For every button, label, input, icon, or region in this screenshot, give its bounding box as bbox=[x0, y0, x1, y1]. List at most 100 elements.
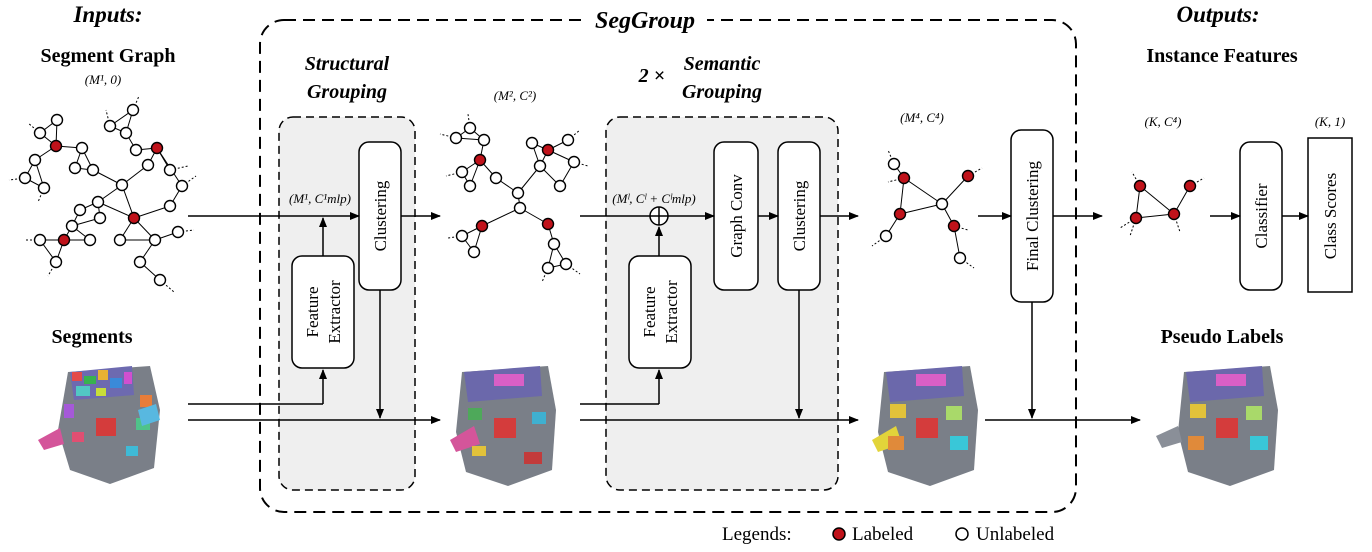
labeled-node bbox=[1183, 179, 1197, 193]
instance-graph bbox=[1119, 171, 1205, 237]
labeled-node bbox=[473, 153, 487, 167]
flow-arrows bbox=[188, 212, 1309, 424]
unlabeled-node bbox=[175, 179, 189, 193]
unlabeled-node bbox=[68, 161, 82, 175]
feature-extractor-box-1 bbox=[291, 255, 355, 369]
unlabeled-node bbox=[33, 233, 47, 247]
labeled-node bbox=[150, 141, 164, 155]
labeled-node bbox=[1167, 207, 1181, 221]
graph-edge bbox=[1139, 185, 1175, 215]
segment-graph-label: Segment Graph bbox=[41, 45, 176, 67]
unlabeled-node bbox=[50, 113, 64, 127]
unlabeled-node bbox=[953, 251, 967, 265]
unlabeled-node bbox=[129, 143, 143, 157]
unlabeled-node bbox=[75, 141, 89, 155]
unlabeled-node bbox=[103, 119, 117, 133]
legend-unlabeled-marker bbox=[955, 527, 969, 541]
feature-extractor-1-line1: Feature bbox=[303, 287, 322, 338]
label-m4-c4: (M⁴, C⁴) bbox=[900, 110, 944, 125]
label-m2-c2: (M², C²) bbox=[494, 88, 536, 103]
graph-edge-stub bbox=[37, 187, 45, 203]
unlabeled-node bbox=[449, 131, 463, 145]
segments-label: Segments bbox=[51, 326, 132, 348]
graph-edge-stub bbox=[953, 225, 969, 231]
graph-edge-stub bbox=[132, 95, 140, 111]
unlabeled-node bbox=[463, 179, 477, 193]
feature-extractor-1-line2: Extractor bbox=[325, 280, 344, 344]
unlabeled-node bbox=[93, 211, 107, 225]
semantic-title-line2: Grouping bbox=[682, 81, 762, 103]
labeled-node bbox=[541, 217, 555, 231]
unlabeled-node bbox=[133, 255, 147, 269]
graph-edge-stub bbox=[967, 167, 983, 177]
unlabeled-node bbox=[91, 195, 105, 209]
unlabeled-node bbox=[511, 186, 525, 200]
unlabeled-node bbox=[65, 219, 79, 233]
unlabeled-node bbox=[153, 273, 167, 287]
feature-extractor-2-line2: Extractor bbox=[662, 280, 681, 344]
legend-labeled-marker bbox=[832, 527, 846, 541]
semantic-scene bbox=[872, 366, 978, 486]
labeled-node bbox=[1133, 179, 1147, 193]
semantic-prefix: 2 × bbox=[638, 65, 665, 87]
label-ml-cl: (Mˡ, Cˡ + Cˡmlp) bbox=[612, 191, 695, 206]
unlabeled-node bbox=[86, 163, 100, 177]
labeled-node bbox=[127, 211, 141, 225]
graph-edge-stub bbox=[1131, 171, 1141, 187]
unlabeled-node bbox=[525, 136, 539, 150]
graph-edge-stub bbox=[169, 165, 189, 171]
unlabeled-node bbox=[553, 179, 567, 193]
labeled-node bbox=[541, 143, 555, 157]
unlabeled-node bbox=[163, 199, 177, 213]
clustering-1-label: Clustering bbox=[371, 180, 390, 251]
outputs-title: Outputs: bbox=[1176, 2, 1259, 27]
graph-edge-stub bbox=[105, 109, 111, 127]
graph-edge bbox=[941, 175, 969, 205]
final-clustering-label: Final Clustering bbox=[1023, 160, 1042, 271]
unlabeled-node bbox=[115, 178, 129, 192]
unlabeled-node bbox=[119, 126, 133, 140]
structural-output-graph bbox=[439, 113, 589, 283]
unlabeled-node bbox=[126, 103, 140, 117]
instance-features-label: Instance Features bbox=[1146, 45, 1297, 67]
graph-edge-stub bbox=[871, 235, 887, 247]
unlabeled-node bbox=[455, 165, 469, 179]
structural-title-line2: Grouping bbox=[307, 81, 387, 103]
unlabeled-node bbox=[541, 261, 555, 275]
semantic-title-line1: Semantic bbox=[684, 53, 761, 75]
pseudo-labels-scene bbox=[1156, 366, 1278, 486]
unlabeled-node bbox=[141, 158, 155, 172]
unlabeled-node bbox=[163, 163, 177, 177]
labeled-node bbox=[947, 219, 961, 233]
unlabeled-node bbox=[148, 233, 162, 247]
label-k-1: (K, 1) bbox=[1315, 114, 1345, 129]
unlabeled-node bbox=[879, 229, 893, 243]
legend-labeled-label: Labeled bbox=[852, 524, 914, 545]
unlabeled-node bbox=[18, 171, 32, 185]
structural-title-line1: Structural bbox=[305, 53, 390, 75]
unlabeled-node bbox=[567, 155, 581, 169]
graph-edge-stub bbox=[541, 267, 549, 283]
input-segment-graph bbox=[8, 95, 197, 293]
unlabeled-node bbox=[467, 245, 481, 259]
graph-edge-stub bbox=[159, 279, 175, 293]
unlabeled-node bbox=[887, 157, 901, 171]
labeled-node bbox=[897, 171, 911, 185]
graph-edge bbox=[133, 205, 171, 219]
feature-extractor-2-line1: Feature bbox=[640, 287, 659, 338]
legend-unlabeled-label: Unlabeled bbox=[976, 524, 1055, 545]
graph-edge-stub bbox=[573, 161, 589, 167]
plus-icon bbox=[649, 206, 669, 226]
unlabeled-node bbox=[489, 171, 503, 185]
unlabeled-node bbox=[561, 133, 575, 147]
graph-edge bbox=[899, 203, 943, 215]
unlabeled-node bbox=[547, 237, 561, 251]
legend-title: Legends: bbox=[722, 524, 792, 545]
unlabeled-node bbox=[455, 229, 469, 243]
seggroup-title-bg bbox=[583, 6, 707, 34]
graph-edge-stub bbox=[1129, 217, 1137, 237]
unlabeled-node bbox=[73, 203, 87, 217]
graph-edge-stub bbox=[181, 175, 197, 187]
unlabeled-node bbox=[463, 121, 477, 135]
